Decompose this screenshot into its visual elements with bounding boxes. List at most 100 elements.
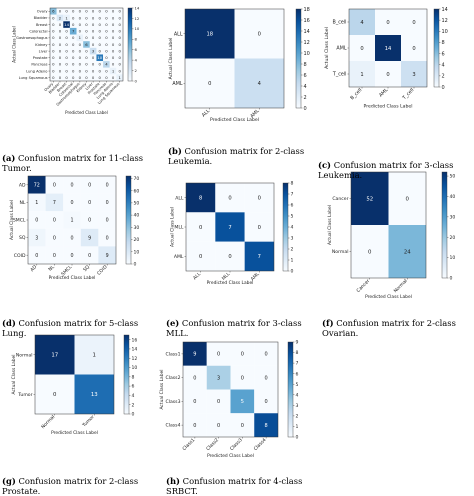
cm-cell-value: 9 (106, 253, 109, 259)
cm-cell (96, 67, 104, 75)
cm-cell-value: 0 (241, 423, 244, 429)
colorbar-tick-label: 4 (296, 392, 299, 398)
cm-cell (69, 34, 77, 42)
cm-cell (63, 54, 70, 62)
cm-cell-value: 0 (99, 68, 102, 73)
cm-cell (103, 67, 110, 75)
cm-cell-value: 0 (258, 225, 261, 231)
cm-cell (56, 67, 64, 75)
cm-cell (206, 389, 231, 414)
cm-cell (56, 34, 64, 42)
cm-cell (109, 54, 117, 62)
colorbar-tick-label: 8 (296, 350, 299, 356)
cm-cell (28, 228, 46, 247)
cm-cell (63, 176, 81, 194)
figure-caption: (f) Confusion matrix for 2-class Ovarian… (322, 318, 472, 338)
cm-cell-value: 0 (412, 20, 415, 26)
figure-caption: (d) Confusion matrix for 5-class Lung. (2, 318, 162, 338)
cm-cell-value: 0 (79, 22, 82, 27)
x-tick-label: AML (378, 87, 390, 99)
cm-cell-value: 52 (366, 196, 373, 202)
cm-cell-value: 0 (118, 9, 121, 14)
cm-cell (116, 74, 123, 81)
cm-cell-value: 0 (59, 35, 62, 40)
cm-cell-value: 0 (406, 196, 410, 202)
cm-cell (63, 34, 70, 42)
caption-text: Confusion matrix for 3-class MLL. (166, 318, 302, 338)
colorbar-tick-label: 3 (291, 236, 294, 242)
cm-cell-value: 5 (241, 399, 244, 405)
figure-caption: (b) Confusion matrix for 2-class Leukemi… (168, 146, 308, 166)
cm-cell (230, 413, 255, 437)
cm-cell (50, 47, 57, 55)
cm-cell-value: 0 (386, 20, 389, 26)
cm-cell-value: 14 (385, 46, 392, 52)
cm-cell-value: 0 (85, 62, 88, 67)
cm-cell-value: 0 (70, 200, 73, 206)
cm-cell-value: 0 (65, 48, 68, 53)
cm-cell-value: 0 (265, 399, 268, 405)
x-tick-label: SQ (82, 264, 91, 273)
cm-cell (103, 14, 110, 22)
cm-cell-value: 0 (105, 48, 108, 53)
cm-cell-value: 0 (217, 352, 220, 358)
x-tick-label: Class2 (205, 437, 220, 452)
cm-cell-value: 0 (217, 423, 220, 429)
cm-cell-value: 0 (241, 352, 244, 358)
colorbar-tick-label: 0 (135, 78, 138, 83)
x-tick-label: ALL (201, 108, 212, 119)
caption-label: (e) (166, 318, 180, 328)
colorbar-tick-label: 1 (291, 258, 294, 264)
cm-cell-value: 0 (85, 29, 88, 34)
cm-cell-value: 0 (53, 218, 56, 224)
x-tick-label: Liver (85, 82, 94, 91)
cm-cell (69, 67, 77, 75)
colorbar-tick-label: 16 (304, 18, 310, 24)
cm-cell (230, 342, 255, 366)
cm-cell-value: 0 (386, 72, 389, 78)
cm-cell-value: 0 (99, 75, 102, 80)
y-axis-label: Actual Class Label (9, 200, 15, 240)
cm-cell (103, 74, 110, 81)
colorbar-tick-label: 70 (134, 176, 140, 182)
cm-cell (45, 246, 64, 264)
cm-cell (109, 34, 117, 42)
cm-cell-value: 0 (118, 42, 121, 47)
cm-cell (50, 54, 57, 62)
cm-cell (98, 228, 116, 247)
cm-cell (63, 61, 70, 68)
caption-text: Confusion matrix for 2-class Ovarian. (322, 318, 456, 338)
cm-cell-value: 0 (118, 29, 121, 34)
cm-cell (83, 21, 90, 28)
cm-cell (109, 21, 117, 28)
y-tick-label: Kidney (35, 43, 48, 47)
cm-cell (63, 27, 70, 35)
cm-cell-value: 0 (217, 399, 220, 405)
colorbar-tick-label: 10 (442, 29, 448, 35)
cm-cell (69, 47, 77, 55)
colorbar (441, 171, 448, 279)
cm-cell-value: 1 (118, 75, 121, 80)
cm-cell (96, 8, 104, 15)
cm-cell-value: 72 (34, 182, 40, 188)
cm-cell (56, 41, 64, 48)
cm-cell (63, 47, 70, 55)
cm-cell (109, 41, 117, 48)
cm-cell-value: 3 (412, 72, 415, 78)
cm-cell-value: 9 (88, 235, 91, 241)
cm-cell (69, 27, 77, 35)
y-tick-label: Pancreas (31, 63, 47, 67)
cm-cell (76, 14, 84, 22)
cm-cell-value: 6 (52, 9, 55, 14)
cm-cell-value: 0 (112, 42, 115, 47)
colorbar-tick-label: 12 (304, 40, 310, 46)
cm-cell-value: 3 (92, 48, 95, 53)
colorbar-tick-label: 10 (304, 51, 310, 57)
cm-cell-value: 1 (93, 353, 96, 359)
cm-cell (74, 374, 114, 414)
cm-cell-value: 0 (112, 15, 115, 20)
caption-label: (f) (322, 318, 334, 328)
cm-cell-value: 8 (265, 423, 268, 429)
cm-cell (183, 365, 207, 390)
caption-text: Confusion matrix for 5-class Lung. (2, 318, 139, 338)
